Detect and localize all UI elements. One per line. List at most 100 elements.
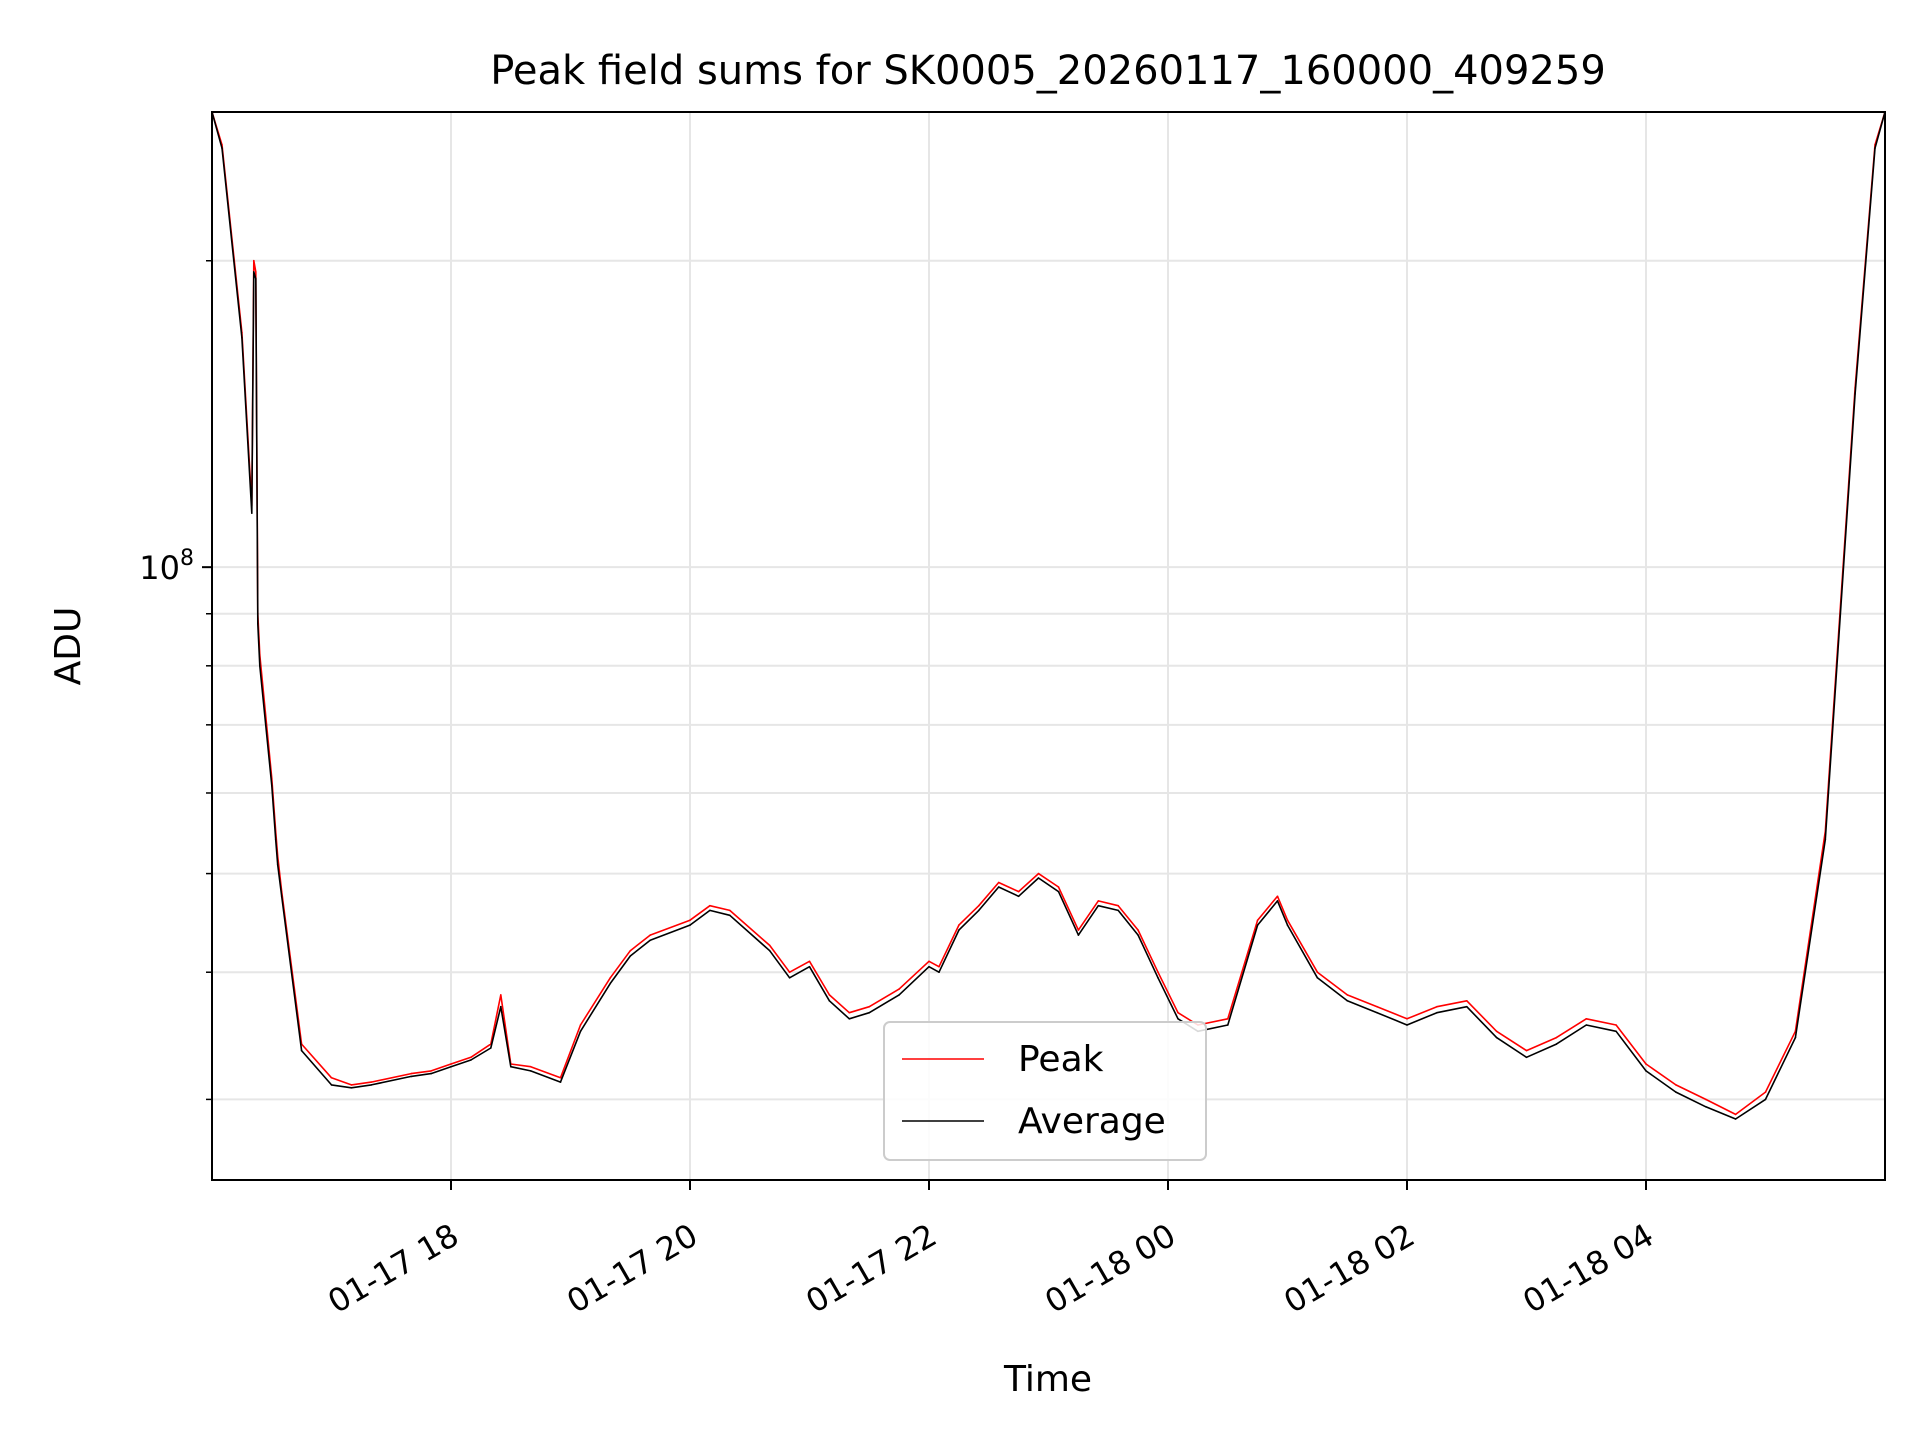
data-point [938, 965, 940, 968]
data-point [1495, 1030, 1498, 1033]
data-point [768, 944, 771, 947]
data-point [828, 994, 831, 996]
data-point [1406, 1024, 1408, 1026]
data-point [709, 909, 711, 912]
data-point [253, 259, 255, 262]
data-point [808, 965, 811, 968]
data-point [1256, 919, 1259, 921]
data-point [928, 960, 930, 963]
y-axis-label: ADU [48, 607, 89, 686]
data-point [410, 1072, 413, 1075]
data-point [430, 1070, 432, 1072]
legend: Peak Average [883, 1021, 1207, 1161]
data-point [1037, 872, 1040, 875]
data-point [788, 971, 791, 973]
data-point [997, 886, 1000, 888]
data-point [1854, 393, 1856, 395]
data-point [1137, 934, 1139, 936]
y-tick-label: 108 [139, 546, 194, 587]
data-point [898, 988, 900, 990]
plot-lines [211, 111, 1886, 1120]
data-point [1376, 1011, 1378, 1014]
data-point [253, 271, 255, 273]
data-point [1466, 1000, 1468, 1002]
data-point [1117, 909, 1119, 912]
data-point [1157, 971, 1159, 973]
data-point [1227, 1024, 1229, 1026]
data-point [255, 271, 257, 273]
legend-peak-label: Peak [1018, 1039, 1104, 1080]
data-point [1286, 924, 1289, 926]
data-point [410, 1075, 413, 1078]
data-point [1177, 1018, 1179, 1020]
data-point [1585, 1018, 1588, 1020]
data-point [579, 1024, 582, 1026]
data-point [1057, 886, 1060, 888]
data-point [1017, 895, 1020, 898]
data-point [1645, 1070, 1647, 1072]
data-point [559, 1081, 562, 1083]
data-point [241, 337, 243, 339]
data-point [1645, 1063, 1647, 1065]
data-point [997, 881, 1000, 884]
data-point [1794, 1036, 1797, 1039]
data-point [1874, 147, 1876, 149]
data-point [1555, 1043, 1558, 1045]
data-point [1376, 1005, 1378, 1008]
data-point [1177, 1011, 1179, 1014]
data-point [1585, 1024, 1588, 1026]
data-point [709, 904, 711, 907]
data-point [1824, 838, 1827, 841]
data-point [689, 919, 691, 921]
data-point [629, 955, 632, 957]
chart-title: Peak field sums for SK0005_20260117_1600… [490, 48, 1606, 94]
data-point [768, 949, 771, 952]
data-point [255, 278, 257, 280]
data-point [958, 924, 960, 926]
legend-box [883, 1021, 1207, 1161]
data-point [1316, 977, 1319, 979]
data-point [300, 1049, 303, 1052]
data-point [1675, 1084, 1677, 1086]
data-point [1286, 919, 1289, 921]
data-point [629, 949, 632, 952]
data-point [978, 909, 980, 912]
data-point [1157, 977, 1159, 979]
data-point [1525, 1049, 1528, 1052]
data-point [1436, 1011, 1438, 1014]
data-point [274, 838, 277, 841]
x-axis-label: Time [1003, 1359, 1092, 1400]
y-axis: 108 [139, 259, 212, 1101]
grid [212, 112, 1885, 1180]
data-point [1705, 1106, 1707, 1108]
data-point [450, 1065, 452, 1068]
data-point [1466, 1005, 1468, 1008]
data-point [276, 864, 279, 866]
data-point [1734, 1113, 1737, 1116]
data-point [257, 622, 259, 625]
data-point [370, 1084, 373, 1086]
data-point [259, 665, 261, 667]
data-point [1406, 1018, 1408, 1020]
data-point [729, 914, 731, 917]
data-point [500, 994, 502, 996]
data-point [609, 977, 612, 979]
data-point [1017, 890, 1020, 893]
data-point [450, 1063, 452, 1065]
data-point [529, 1070, 532, 1072]
data-point [1764, 1091, 1767, 1093]
data-point [280, 895, 283, 898]
data-point [529, 1065, 532, 1068]
data-point [1256, 924, 1259, 926]
data-point [609, 982, 612, 985]
data-point [828, 1000, 831, 1002]
data-point [1077, 929, 1080, 931]
data-point [808, 960, 811, 963]
data-point [1436, 1005, 1438, 1008]
data-point [1705, 1098, 1707, 1101]
data-point [1615, 1024, 1617, 1026]
data-point [1615, 1030, 1617, 1033]
data-point [510, 1065, 512, 1068]
legend-average-label: Average [1018, 1101, 1166, 1142]
